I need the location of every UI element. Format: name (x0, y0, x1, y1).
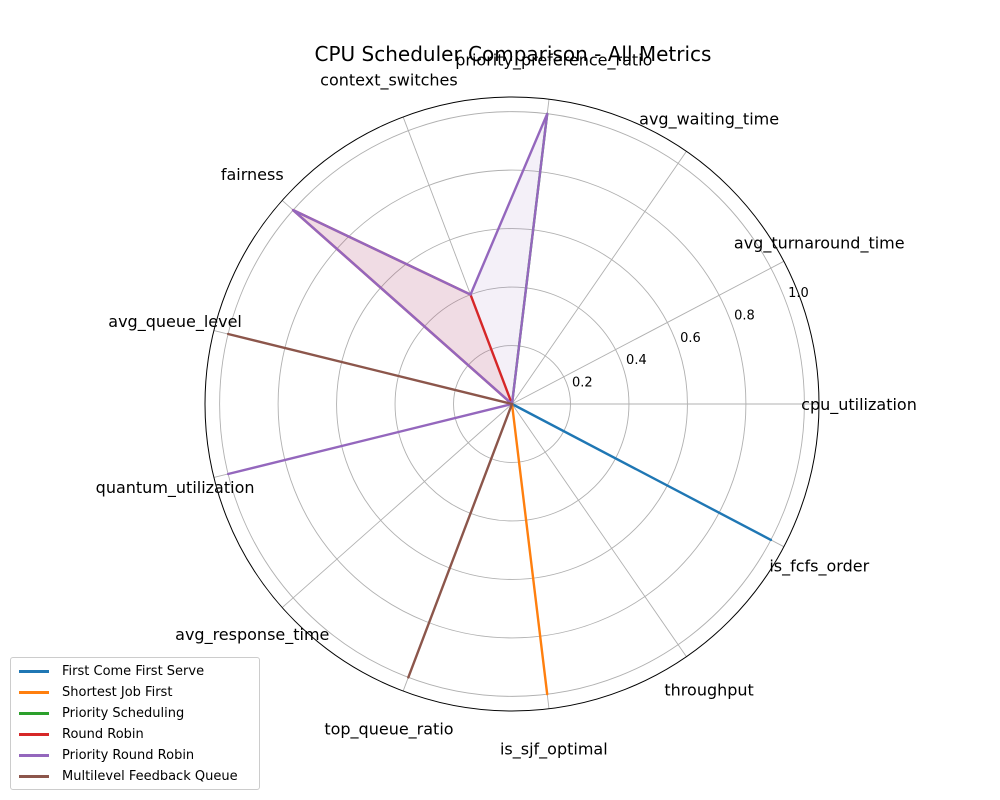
axis-label-is_sjf_optimal: is_sjf_optimal (500, 739, 608, 759)
legend-label: Shortest Job First (62, 685, 173, 700)
outer-frame (204, 96, 820, 712)
spoke-avg_turnaround_time (511, 260, 785, 405)
axis-label-fairness: fairness (221, 165, 284, 184)
r-tick-label: 0.2 (572, 376, 593, 391)
axis-label-priority_preference_ratio: priority_preference_ratio (455, 51, 652, 71)
axis-label-avg_turnaround_time: avg_turnaround_time (734, 234, 905, 254)
axis-label-top_queue_ratio: top_queue_ratio (324, 719, 453, 739)
axis-label-is_fcfs_order: is_fcfs_order (769, 556, 869, 576)
r-tick-label: 1.0 (788, 286, 809, 301)
legend-label: Multilevel Feedback Queue (62, 769, 238, 784)
legend-label: Priority Round Robin (62, 748, 195, 763)
spoke-avg_waiting_time (511, 151, 687, 405)
legend-swatch (19, 691, 49, 694)
legend-swatch (19, 754, 49, 757)
chart-title: CPU Scheduler Comparison - All Metrics (315, 42, 712, 66)
legend-label: First Come First Serve (62, 664, 205, 679)
series-line-5 (226, 332, 514, 679)
legend-swatch (19, 775, 49, 778)
axis-label-avg_queue_level: avg_queue_level (108, 312, 242, 332)
axis-label-throughput: throughput (664, 681, 753, 700)
legend-item: Priority Scheduling (11, 703, 259, 724)
legend-swatch (19, 733, 49, 736)
legend-label: Round Robin (62, 727, 144, 742)
legend-item: Priority Round Robin (11, 745, 259, 766)
series-line-0 (510, 402, 773, 542)
series-line-4 (226, 112, 549, 476)
spoke-throughput (511, 403, 687, 657)
radar-series (226, 112, 773, 696)
legend-label: Priority Scheduling (62, 706, 185, 721)
axis-labels: 0.2 0.4 0.6 0.8 1.0 cpu_utilization avg_turnar… (96, 51, 917, 760)
series-fill-4 (228, 113, 548, 475)
axis-label-avg_response_time: avg_response_time (175, 625, 329, 645)
axis-label-cpu_utilization: cpu_utilization (801, 395, 917, 415)
axis-label-context_switches: context_switches (320, 71, 458, 91)
legend-item: Multilevel Feedback Queue (11, 766, 259, 787)
legend-item: Shortest Job First (11, 682, 259, 703)
legend-swatch (19, 670, 49, 673)
legend-item: Round Robin (11, 724, 259, 745)
spoke-avg_response_time (281, 403, 513, 608)
legend-swatch (19, 712, 49, 715)
legend-item: First Come First Serve (11, 661, 259, 682)
axis-label-avg_waiting_time: avg_waiting_time (639, 109, 779, 129)
r-tick-label: 0.6 (680, 331, 701, 346)
chart-legend: First Come First Serve Shortest Job First… (10, 657, 260, 790)
r-tick-label: 0.8 (734, 308, 755, 323)
r-tick-label: 0.4 (626, 353, 647, 368)
series-line-1 (510, 402, 549, 696)
axis-label-quantum_utilization: quantum_utilization (96, 478, 255, 498)
